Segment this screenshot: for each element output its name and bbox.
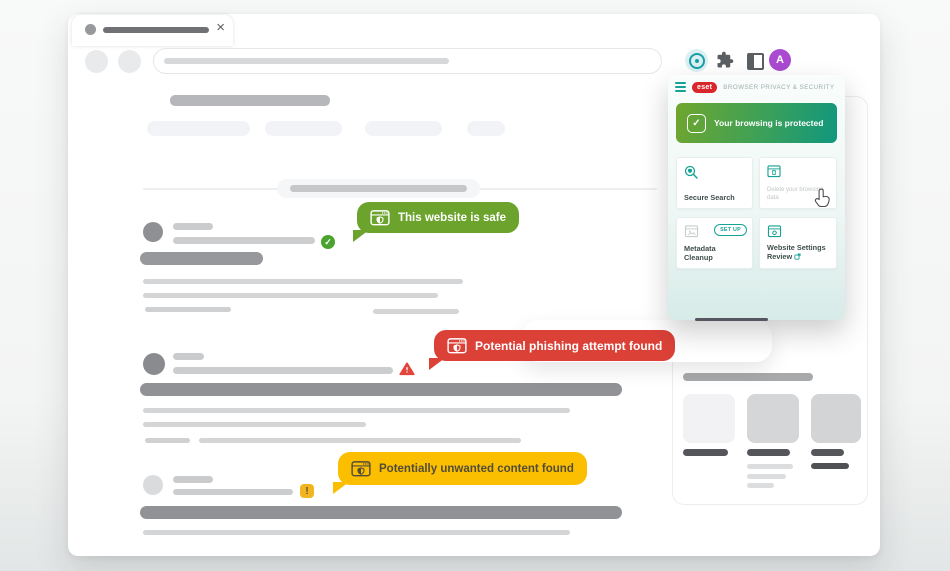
result-title-placeholder[interactable] <box>140 383 622 396</box>
profile-avatar[interactable]: A <box>769 49 791 71</box>
panel-image-placeholder[interactable] <box>747 394 799 443</box>
search-query-placeholder <box>170 95 330 106</box>
browser-shield-icon <box>351 460 371 476</box>
phishing-bubble-text: Potential phishing attempt found <box>475 338 663 353</box>
tab-close-icon[interactable]: × <box>216 19 225 36</box>
result-url-placeholder <box>173 367 393 374</box>
metadata-cleanup-icon <box>684 225 699 238</box>
unwanted-content-bubble: Potentially unwanted content found <box>333 452 587 494</box>
result-favicon-placeholder <box>143 222 163 242</box>
result-text-line <box>199 438 521 443</box>
forward-button-placeholder[interactable] <box>118 50 141 73</box>
result-text-line <box>373 309 459 314</box>
card-label: Delete your browsing data <box>767 187 824 201</box>
filter-chip[interactable] <box>365 121 442 136</box>
popup-title: BROWSER PRIVACY & SECURITY <box>723 83 835 91</box>
side-panel-icon[interactable] <box>747 53 764 70</box>
card-metadata-cleanup[interactable]: SET UP Metadata Cleanup <box>676 217 753 269</box>
panel-image-placeholder[interactable] <box>811 394 861 443</box>
browser-shield-icon <box>447 337 467 353</box>
panel-label-placeholder <box>747 449 790 456</box>
result-sitename-placeholder <box>173 476 213 483</box>
safe-site-bubble: This website is safe <box>352 202 520 242</box>
tab-favicon-placeholder <box>85 24 96 35</box>
filter-chip[interactable] <box>467 121 505 136</box>
filter-chip[interactable] <box>147 121 250 136</box>
address-text-placeholder <box>164 58 449 64</box>
popup-header: eset BROWSER PRIVACY & SECURITY <box>668 75 845 99</box>
panel-image-placeholder[interactable] <box>683 394 735 443</box>
result-text-line <box>145 307 231 312</box>
result-favicon-placeholder <box>143 475 163 495</box>
card-label: Metadata Cleanup <box>684 243 716 262</box>
browser-tab[interactable]: × <box>72 15 233 46</box>
eset-extension-popup: eset BROWSER PRIVACY & SECURITY ✓ Your b… <box>668 75 845 320</box>
search-results-page: ✓ ! <box>68 78 880 556</box>
result-sitename-placeholder <box>173 353 204 360</box>
card-secure-search[interactable]: Secure Search <box>676 157 753 209</box>
result-title-placeholder[interactable] <box>140 506 622 519</box>
unwanted-bubble-text: Potentially unwanted content found <box>379 462 574 475</box>
result-url-placeholder <box>173 489 293 495</box>
address-bar[interactable] <box>153 48 662 74</box>
safe-check-icon: ✓ <box>321 235 335 249</box>
eset-extension-icon[interactable] <box>685 49 708 72</box>
result-text-line <box>143 279 463 284</box>
filter-chip[interactable] <box>265 121 342 136</box>
panel-text-line <box>747 483 774 488</box>
back-button-placeholder[interactable] <box>85 50 108 73</box>
setup-badge[interactable]: SET UP <box>714 224 747 236</box>
result-text-line <box>145 438 190 443</box>
phishing-warning-icon <box>399 362 415 381</box>
eset-logo: eset <box>692 81 718 93</box>
panel-label-placeholder <box>683 449 728 456</box>
tools-pill-placeholder <box>277 179 480 198</box>
card-website-settings-review[interactable]: Website Settings Review <box>759 217 837 269</box>
result-text-line <box>143 408 570 413</box>
result-title-placeholder[interactable] <box>140 252 263 265</box>
menu-icon[interactable] <box>675 82 686 92</box>
popup-bottom-handle <box>695 318 768 321</box>
external-link-icon <box>794 253 801 262</box>
safe-site-bubble-text: This website is safe <box>398 211 507 224</box>
check-square-icon: ✓ <box>687 113 706 133</box>
panel-label-placeholder <box>811 463 849 469</box>
phishing-bubble: Potential phishing attempt found <box>428 330 676 370</box>
result-text-line <box>143 530 570 535</box>
delete-browsing-data-icon <box>767 165 781 178</box>
result-text-line <box>143 293 438 298</box>
mouse-pointer-cursor <box>813 186 835 215</box>
unwanted-warning-icon: ! <box>300 484 314 498</box>
secure-search-icon <box>684 165 698 179</box>
panel-text-line <box>747 474 786 479</box>
protection-status-banner: ✓ Your browsing is protected <box>676 103 837 143</box>
panel-text-line <box>747 464 793 469</box>
result-text-line <box>143 422 366 427</box>
result-sitename-placeholder <box>173 223 213 230</box>
card-label: Website Settings Review <box>767 243 830 262</box>
browser-toolbar: A <box>68 46 880 78</box>
panel-title-placeholder <box>683 373 813 381</box>
result-favicon-placeholder <box>143 353 165 375</box>
website-settings-icon <box>767 225 782 238</box>
tools-bar-placeholder <box>290 185 467 192</box>
card-label: Secure Search <box>684 192 735 202</box>
panel-label-placeholder <box>811 449 844 456</box>
eset-ring-icon <box>688 52 705 69</box>
tab-title-placeholder <box>103 27 209 33</box>
protection-status-text: Your browsing is protected <box>714 118 824 128</box>
card-label-text: Website Settings Review <box>767 242 826 261</box>
result-url-placeholder <box>173 237 315 244</box>
extensions-puzzle-icon[interactable] <box>716 51 734 69</box>
browser-window: × A ✓ <box>68 14 880 556</box>
browser-shield-icon <box>370 209 390 225</box>
